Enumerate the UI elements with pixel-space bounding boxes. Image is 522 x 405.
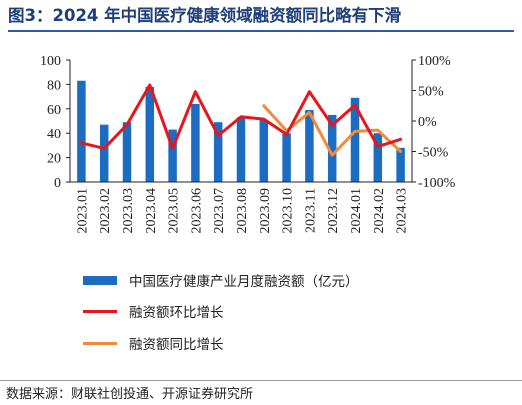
legend-item-mom: 融资额环比增长 <box>83 301 224 321</box>
legend-swatch-mom <box>83 309 117 313</box>
y-tick-label: 80 <box>47 78 61 93</box>
y2-tick-label: -50% <box>418 146 449 161</box>
y-tick-label: 20 <box>47 152 61 167</box>
y-tick-label: 40 <box>47 127 61 142</box>
legend-swatch-bar <box>83 275 117 285</box>
x-tick-label: 2023.10 <box>281 188 296 234</box>
bars-group <box>77 80 405 182</box>
bar-2023.05 <box>168 129 177 182</box>
y-tick-label: 100 <box>40 54 61 69</box>
x-tick-label: 2023.05 <box>167 188 182 234</box>
x-tick-label: 2023.11 <box>303 188 318 233</box>
bar-2023.09 <box>259 119 269 182</box>
x-tick-label: 2023.03 <box>121 188 136 234</box>
bar-2024.03 <box>396 147 405 182</box>
x-tick-label: 2023.02 <box>98 188 113 234</box>
y-ticks-group: 0 20 40 60 80 100 <box>40 54 70 191</box>
bar-2024.02 <box>373 133 383 182</box>
x-tick-label: 2023.06 <box>189 188 204 234</box>
legend-label-mom: 融资额环比增长 <box>129 305 224 321</box>
source-note: 数据来源：财联社创投通、开源证券研究所 <box>6 387 254 402</box>
legend-label-yoy: 融资额同比增长 <box>129 337 224 353</box>
x-tick-label: 2023.01 <box>75 188 90 234</box>
bar-2023.02 <box>99 124 109 182</box>
bar-2023.12 <box>327 114 337 182</box>
y2-tick-label: 0% <box>418 115 437 130</box>
x-labels-group: 2023.01 2023.02 2023.03 2023.04 2023.05 2023.… <box>75 188 409 234</box>
bar-2023.03 <box>122 122 132 182</box>
legend-label-bar: 中国医疗健康产业月度融资额（亿元） <box>129 274 359 290</box>
legend-item-yoy: 融资额同比增长 <box>83 333 224 353</box>
y2-tick-label: 50% <box>418 85 444 100</box>
bar-2024.01 <box>350 97 360 182</box>
legend-swatch-yoy <box>83 341 117 345</box>
bar-2023.10 <box>282 133 291 182</box>
legend-item-bar: 中国医疗健康产业月度融资额（亿元） <box>83 270 359 290</box>
x-tick-label: 2023.12 <box>326 188 341 234</box>
bar-2023.04 <box>145 86 155 182</box>
x-tick-label: 2024.02 <box>372 188 387 234</box>
x-tick-label: 2024.01 <box>349 188 364 234</box>
x-tick-label: 2023.04 <box>144 188 159 234</box>
bar-2023.07 <box>213 122 223 182</box>
figure-title: 图3：2024 年中国医疗健康领域融资额同比略有下滑 <box>8 4 514 32</box>
y2-tick-label: -100% <box>418 176 456 191</box>
x-tick-label: 2023.08 <box>235 188 250 234</box>
y-tick-label: 60 <box>47 103 61 118</box>
bar-2023.08 <box>236 117 246 182</box>
y2-tick-label: 100% <box>418 54 451 69</box>
y-tick-label: 0 <box>54 176 61 191</box>
bar-2023.11 <box>305 110 314 182</box>
x-tick-label: 2023.09 <box>258 188 273 234</box>
lines-group <box>79 83 403 157</box>
x-tick-label: 2023.07 <box>212 188 227 234</box>
bar-2023.01 <box>77 80 86 182</box>
x-tick-label: 2024.03 <box>395 188 410 234</box>
source-divider <box>0 380 522 381</box>
bar-2023.06 <box>191 103 200 182</box>
y2-ticks-group: 100% 50% 0% -50% -100% <box>412 54 456 191</box>
